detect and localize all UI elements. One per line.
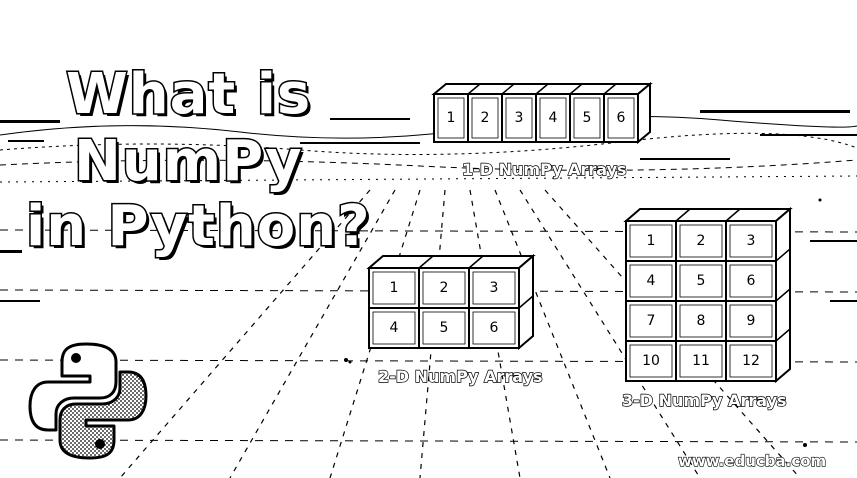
array-2d-cell-inner	[372, 311, 416, 345]
array-3d-cell	[625, 340, 677, 382]
array-1d-cell	[569, 93, 605, 143]
title-line-1: What is	[64, 62, 312, 127]
array-2d-top-divider	[468, 255, 484, 269]
array-3d-cell-inner	[729, 224, 773, 258]
array-1d-caption: 1-D NumPy Arrays	[461, 159, 627, 179]
array-2d-cell-value: 2	[440, 280, 449, 296]
array-3d-cell-value: 1	[647, 233, 656, 249]
array-3d-cell-inner	[679, 264, 723, 298]
title-line-2: NumPy	[73, 129, 304, 194]
array-1d-top-divider	[467, 83, 481, 95]
array-3d-cell-inner	[679, 224, 723, 258]
array-1d-cell-inner	[471, 97, 499, 139]
array-1d-top-divider	[501, 83, 515, 95]
array-2d-illustration: 1 2 3 4 5 6	[366, 253, 536, 351]
array-2d-cell	[368, 267, 420, 309]
array-1d-cell-value: 3	[515, 110, 524, 126]
array-3d-cell-value: 4	[647, 273, 656, 289]
array-2d-cell-inner	[422, 311, 466, 345]
array-3d-cell-inner	[729, 264, 773, 298]
array-1d-cell-value: 4	[549, 110, 558, 126]
array-3d-cell-value: 2	[697, 233, 706, 249]
array-3d-cell-value: 11	[692, 353, 710, 369]
array-3d-cell-inner	[629, 344, 673, 378]
array-3d-cell	[625, 260, 677, 302]
array-3d-cell	[725, 300, 777, 342]
array-1d-cell-inner	[573, 97, 601, 139]
array-2d-side-divider	[518, 295, 534, 309]
array-2d-cell-value: 1	[390, 280, 399, 296]
array-3d-cell-value: 5	[697, 273, 706, 289]
array-3d-cell-inner	[629, 224, 673, 258]
array-1d-cell-value: 5	[583, 110, 592, 126]
array-3d-cell	[625, 300, 677, 342]
array-2d-cell	[368, 307, 420, 349]
array-1d-cell	[603, 93, 639, 143]
array-1d-top-divider	[535, 83, 549, 95]
array-3d-cell-value: 12	[742, 353, 760, 369]
array-1d-cell	[467, 93, 503, 143]
array-1d-cell-inner	[607, 97, 635, 139]
array-2d-cell-inner	[472, 311, 516, 345]
array-3d-cell-value: 9	[747, 313, 756, 329]
array-1d-illustration: 1 2 3 4 5 6	[431, 81, 653, 145]
array-2d-cell-value: 4	[390, 320, 399, 336]
array-2d-caption: 2-D NumPy Arrays	[377, 366, 543, 386]
array-3d-cell-inner	[629, 304, 673, 338]
array-1d-cell-inner	[539, 97, 567, 139]
array-2d-top-face	[366, 255, 536, 269]
array-3d-cell-inner	[679, 344, 723, 378]
watermark-url: www.educba.com	[677, 451, 827, 470]
array-2d-cell-inner	[422, 271, 466, 305]
array-3d-top-face	[623, 208, 793, 222]
array-3d-cell-value: 8	[697, 313, 706, 329]
array-1d-side-face	[637, 81, 651, 145]
array-1d-cell-value: 1	[447, 110, 456, 126]
array-3d-cell	[725, 340, 777, 382]
array-2d-cell-inner	[472, 271, 516, 305]
array-2d-cell-value: 6	[490, 320, 499, 336]
array-2d-cell	[468, 307, 520, 349]
array-1d-top-divider	[603, 83, 617, 95]
array-3d-cell-value: 7	[647, 313, 656, 329]
array-2d-cell-value: 5	[440, 320, 449, 336]
array-2d-cell	[418, 307, 470, 349]
array-2d-cell-value: 3	[490, 280, 499, 296]
array-3d-cell	[675, 260, 727, 302]
array-3d-cell-inner	[679, 304, 723, 338]
array-3d-side-divider	[775, 248, 791, 262]
array-1d-cell-inner	[437, 97, 465, 139]
array-2d-cell-inner	[372, 271, 416, 305]
array-3d-caption: 3-D NumPy Arrays	[621, 390, 787, 410]
python-logo-icon	[28, 342, 148, 460]
array-3d-cell	[725, 220, 777, 262]
array-2d-cell	[418, 267, 470, 309]
array-1d-cell	[501, 93, 537, 143]
array-1d-top-divider	[569, 83, 583, 95]
array-3d-cell-inner	[729, 344, 773, 378]
array-3d-cell-inner	[729, 304, 773, 338]
array-2d-cell	[468, 267, 520, 309]
array-3d-cell-value: 3	[747, 233, 756, 249]
array-2d-top-divider	[418, 255, 434, 269]
array-3d-cell-inner	[629, 264, 673, 298]
array-3d-side-divider	[775, 328, 791, 342]
array-3d-top-divider	[725, 208, 741, 222]
array-3d-top-divider	[675, 208, 691, 222]
array-1d-cell-value: 6	[617, 110, 626, 126]
array-1d-cell-value: 2	[481, 110, 490, 126]
title-line-3: in Python?	[25, 194, 372, 259]
array-1d-cell-inner	[505, 97, 533, 139]
array-3d-side-divider	[775, 288, 791, 302]
array-3d-illustration: 1 2 34 5 67 8 910 11 12	[623, 206, 793, 384]
array-3d-cell-value: 6	[747, 273, 756, 289]
array-3d-cell-value: 10	[642, 353, 660, 369]
